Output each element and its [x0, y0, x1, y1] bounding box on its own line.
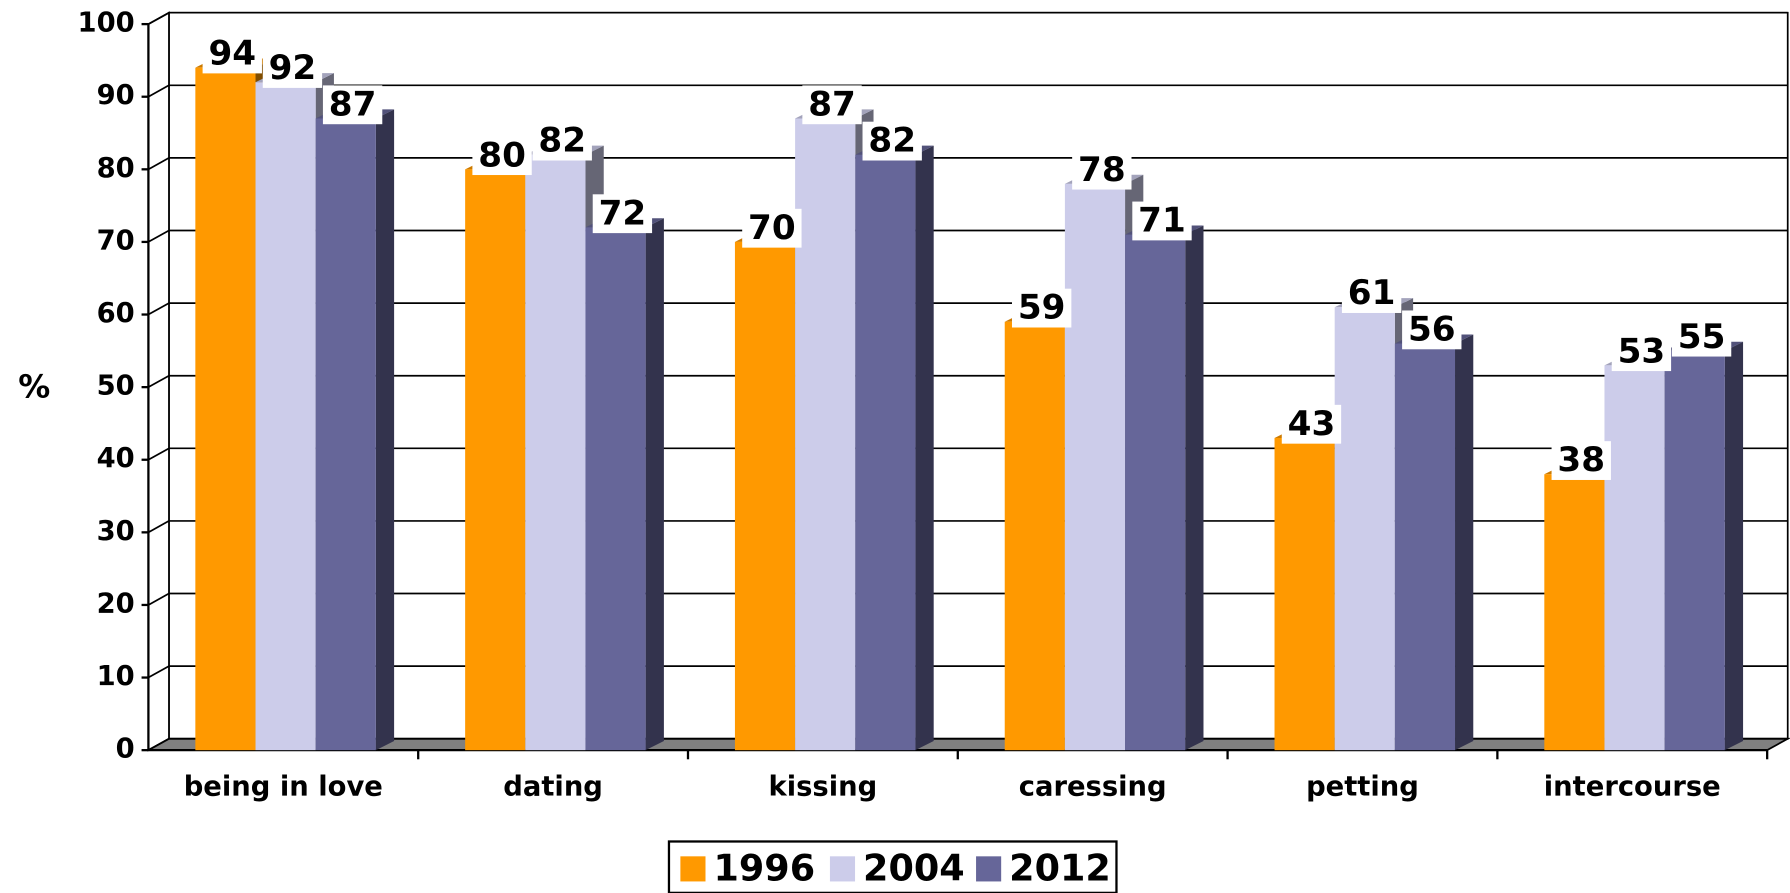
bar: [1334, 307, 1395, 751]
x-tick-label: being in love: [184, 771, 383, 802]
bar: [1274, 437, 1335, 751]
data-label-bg: [1072, 150, 1132, 190]
grid-line-side: [147, 447, 170, 461]
y-tick-label: 0: [116, 734, 135, 765]
data-label: 94: [208, 34, 256, 74]
bar: [585, 227, 646, 751]
y-tick-label: 30: [97, 516, 135, 547]
legend-label: 1996: [713, 847, 815, 890]
y-tick-label: 50: [97, 371, 135, 402]
data-label-bg: [1671, 317, 1732, 357]
x-tick-label: petting: [1306, 771, 1419, 802]
grid-line-side: [147, 157, 170, 171]
grid-line-side: [147, 592, 170, 606]
bar: [1394, 343, 1456, 751]
data-label-bg: [1551, 441, 1611, 480]
y-axis-label: %: [18, 367, 50, 405]
legend-swatch: [976, 856, 1002, 882]
bar: [1125, 234, 1186, 751]
data-label: 43: [1288, 404, 1336, 444]
data-label: 78: [1078, 150, 1126, 190]
grid-line-side: [147, 11, 170, 25]
data-label: 72: [599, 193, 647, 233]
data-label: 87: [808, 84, 856, 124]
data-label: 87: [329, 84, 377, 124]
data-label: 70: [748, 208, 796, 248]
bar: [525, 154, 586, 751]
grid-line-side: [147, 84, 170, 98]
bar-side: [1724, 341, 1744, 751]
bar: [734, 241, 796, 751]
data-label-bg: [1341, 274, 1402, 313]
grid-line-side: [147, 302, 170, 316]
grid-line-side: [147, 737, 170, 751]
legend-label: 2012: [1009, 847, 1111, 890]
y-tick-label: 60: [97, 298, 135, 329]
data-label: 56: [1408, 310, 1456, 350]
data-label: 80: [478, 135, 526, 175]
bar: [1664, 350, 1725, 751]
bar: [1544, 474, 1605, 751]
data-label-bg: [1281, 404, 1342, 444]
data-label: 82: [868, 121, 916, 161]
grid-line-side: [147, 374, 170, 388]
bar-side: [645, 218, 664, 751]
data-label: 82: [538, 121, 586, 161]
bar: [1064, 183, 1126, 751]
data-label-bg: [202, 34, 262, 74]
data-label: 55: [1678, 317, 1726, 357]
legend-swatch: [680, 856, 706, 882]
bar-side: [375, 109, 395, 751]
bar-side: [1185, 225, 1204, 751]
x-tick-label: kissing: [769, 771, 878, 802]
bar: [1004, 321, 1065, 751]
y-tick-label: 40: [97, 443, 135, 474]
bar: [315, 118, 376, 751]
grid-line-side: [147, 229, 170, 243]
y-tick-label: 90: [97, 80, 135, 111]
y-tick-label: 100: [78, 8, 135, 39]
data-label-bg: [1132, 201, 1192, 241]
bar: [195, 67, 256, 751]
data-label-bg: [1011, 288, 1072, 328]
y-tick-label: 10: [97, 661, 135, 692]
y-tick-label: 80: [97, 153, 135, 184]
data-label-bg: [262, 49, 323, 88]
data-label: 59: [1018, 288, 1066, 328]
data-label-bg: [802, 85, 862, 125]
data-label-bg: [592, 194, 653, 234]
bar: [1604, 365, 1665, 751]
bar: [465, 169, 526, 751]
grid-line-side: [147, 665, 170, 679]
bar: [795, 118, 856, 751]
y-tick-label: 70: [97, 225, 135, 256]
data-label: 71: [1138, 201, 1186, 241]
data-label: 92: [269, 48, 317, 88]
bar: [855, 154, 916, 751]
data-label-bg: [1611, 332, 1672, 372]
data-label-bg: [1402, 310, 1462, 350]
data-label-bg: [532, 121, 592, 161]
data-label: 38: [1557, 440, 1605, 480]
x-tick-label: intercourse: [1544, 771, 1721, 802]
data-label: 61: [1348, 273, 1396, 313]
legend-label: 2004: [863, 847, 965, 890]
floor: [145, 737, 1790, 752]
y-tick-label: 20: [97, 588, 135, 619]
bar: [255, 82, 316, 751]
data-label-bg: [322, 85, 383, 125]
x-tick-label: dating: [503, 771, 603, 802]
data-label-bg: [472, 136, 532, 176]
legend-swatch: [829, 856, 856, 882]
x-tick-label: caressing: [1019, 771, 1167, 802]
bar-side: [1455, 334, 1474, 751]
data-label: 53: [1618, 331, 1666, 371]
data-label-bg: [862, 121, 922, 161]
bar-side: [915, 145, 934, 751]
grid-line-side: [147, 520, 170, 534]
data-label-bg: [742, 208, 802, 248]
